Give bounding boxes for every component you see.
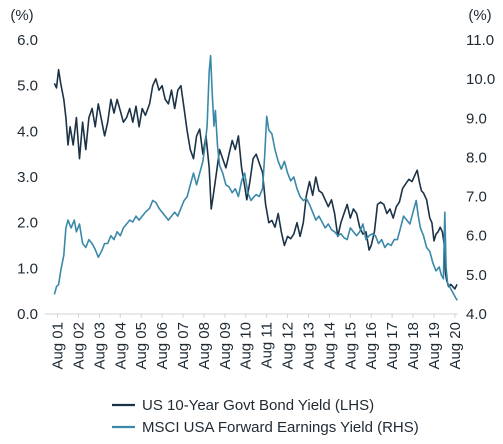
legend-label-earnings-yield: MSCI USA Forward Earnings Yield (RHS): [142, 419, 419, 436]
x-tick-label: Aug 20: [447, 322, 464, 370]
left-tick-label: 6.0: [17, 32, 38, 49]
x-tick-label: Aug 02: [70, 322, 87, 370]
legend-label-bond-yield: US 10-Year Govt Bond Yield (LHS): [142, 397, 374, 414]
x-tick-label: Aug 16: [363, 322, 380, 370]
x-tick-label: Aug 14: [321, 322, 338, 370]
x-tick-label: Aug 13: [300, 322, 317, 370]
left-axis-ticks: 0.0 1.0 2.0 3.0 4.0 5.0 6.0: [17, 32, 38, 323]
x-tick-label: Aug 19: [426, 322, 443, 370]
x-tick-label: Aug 08: [196, 322, 213, 370]
right-tick-label: 5.0: [466, 267, 487, 284]
x-tick-label: Aug 01: [50, 322, 67, 370]
right-tick-label: 10.0: [466, 71, 495, 88]
x-tick-label: Aug 10: [238, 322, 255, 370]
right-tick-label: 7.0: [466, 189, 487, 206]
x-tick-label: Aug 11: [259, 322, 276, 368]
left-tick-label: 2.0: [17, 215, 38, 232]
x-tick-label: Aug 12: [280, 322, 297, 370]
right-axis-ticks: 4.0 5.0 6.0 7.0 8.0 9.0 10.0 11.0: [466, 32, 495, 323]
x-tick-label: Aug 06: [154, 322, 171, 370]
left-axis-unit: (%): [10, 7, 33, 24]
legend: US 10-Year Govt Bond Yield (LHS) MSCI US…: [112, 397, 419, 436]
x-tick-label: Aug 09: [217, 322, 234, 370]
left-tick-label: 5.0: [17, 78, 38, 95]
right-tick-label: 4.0: [466, 306, 487, 323]
left-tick-label: 1.0: [17, 260, 38, 277]
left-tick-label: 4.0: [17, 123, 38, 140]
right-tick-label: 6.0: [466, 228, 487, 245]
x-tick-label: Aug 05: [133, 322, 150, 370]
earnings-yield-series-line: [53, 54, 459, 301]
x-tick-label: Aug 15: [342, 322, 359, 370]
left-tick-label: 3.0: [17, 169, 38, 186]
right-tick-label: 9.0: [466, 110, 487, 127]
x-tick-label: Aug 18: [405, 322, 422, 370]
x-tick-label: Aug 04: [112, 322, 129, 370]
series-lines: [53, 54, 459, 301]
x-tick-label: Aug 03: [91, 322, 108, 370]
x-axis-ticks: Aug 01 Aug 02 Aug 03 Aug 04 Aug 05 Aug 06 Aug …: [50, 314, 464, 370]
right-axis-unit: (%): [468, 7, 491, 24]
right-tick-label: 8.0: [466, 149, 487, 166]
bond-yield-series-line: [53, 68, 458, 290]
left-tick-label: 0.0: [17, 306, 38, 323]
x-tick-label: Aug 07: [175, 322, 192, 370]
x-tick-label: Aug 17: [384, 322, 401, 370]
right-tick-label: 11.0: [466, 32, 494, 49]
